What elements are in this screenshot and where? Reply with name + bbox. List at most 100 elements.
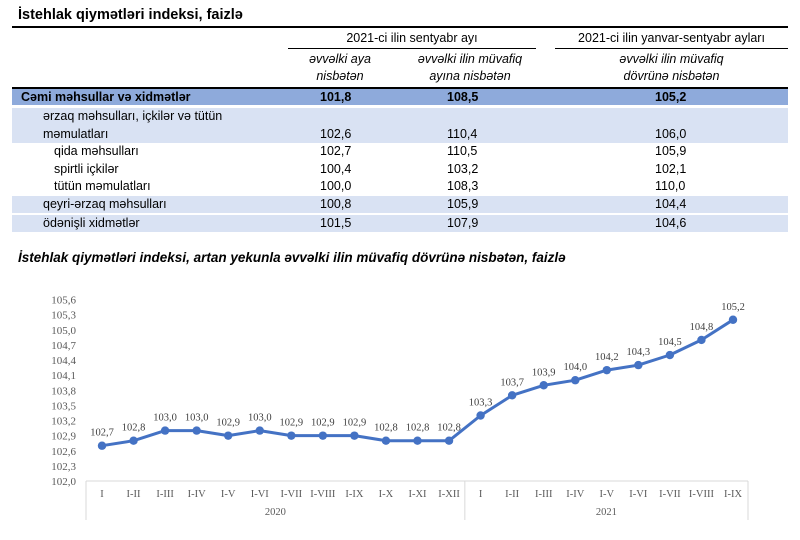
x-tick-label: I-IX [724, 489, 742, 500]
data-point [602, 365, 611, 375]
data-point [507, 391, 517, 400]
data-point [97, 441, 107, 450]
data-point [634, 360, 643, 370]
data-point [129, 436, 138, 445]
data-label: 104,0 [563, 362, 587, 373]
group-rule-jan-sep [555, 48, 788, 49]
series-cpi [97, 315, 738, 450]
cell-value: 106,0 [655, 127, 687, 141]
data-label: 102,9 [216, 418, 240, 429]
cell-value: 105,2 [655, 90, 687, 104]
row-band-nonfood [12, 196, 788, 213]
data-point [350, 431, 359, 440]
y-tick-label: 105,6 [51, 295, 76, 307]
y-tick-label: 102,0 [51, 476, 76, 488]
data-label: 102,7 [90, 428, 114, 439]
cell-value: 108,5 [447, 90, 479, 104]
data-point [571, 376, 580, 385]
data-label: 104,3 [627, 347, 651, 358]
row-label-food: ərzaq məhsulları, içkilər və tütün [43, 109, 223, 123]
y-tick-label: 103,5 [51, 400, 76, 412]
x-tick-label: I-XI [408, 489, 427, 500]
data-point [192, 426, 201, 435]
cell-value: 100,0 [320, 179, 352, 193]
data-point [665, 350, 675, 360]
subheader-line: nisbətən [316, 69, 364, 83]
x-group-label: 2020 [265, 507, 286, 518]
group-rule-september [288, 48, 536, 49]
row-band-services [12, 215, 788, 232]
x-tick-label: I-V [600, 489, 615, 500]
cell-value: 108,3 [447, 179, 479, 193]
x-tick-label: I-XII [438, 489, 460, 500]
x-axis-ticks: I I-II I-III I-IV I-V I-VI I-VII I-VIII I-IX I-X I… [100, 489, 742, 500]
y-tick-label: 102,3 [51, 461, 76, 473]
data-labels: 102,7 102,8 103,0 103,0 102,9 103,0 102,9 102,9… [90, 302, 745, 439]
cell-value: 110,4 [447, 127, 478, 141]
data-label: 102,8 [437, 423, 461, 434]
row-label-alcohol: spirtli içkilər [54, 162, 119, 176]
cell-value: 105,9 [447, 197, 479, 211]
cell-value: 110,5 [447, 144, 478, 158]
x-tick-label: I-VIII [310, 489, 336, 500]
x-tick-label: I-IV [188, 489, 206, 500]
data-label: 102,8 [406, 423, 430, 434]
x-tick-label: I-V [221, 489, 236, 500]
subheader-prev-year-period: əvvəlki ilin müvafiq dövrünə nisbətən [555, 51, 788, 85]
cell-value: 100,8 [320, 197, 352, 211]
row-label-total: Cəmi məhsullar və xidmətlər [21, 90, 191, 104]
data-label: 103,7 [500, 377, 524, 388]
x-axis-frame [85, 480, 749, 520]
cell-value: 102,7 [320, 144, 352, 158]
data-point [444, 436, 454, 445]
x-tick-label: I-II [505, 489, 519, 500]
data-point [476, 411, 485, 420]
data-point [728, 315, 738, 324]
cell-value: 101,5 [320, 216, 352, 230]
data-point [539, 381, 548, 390]
table-top-rule [12, 26, 788, 28]
x-tick-label: I-VI [629, 489, 648, 500]
row-band-total [12, 89, 788, 105]
data-point [255, 426, 264, 435]
row-label-services: ödənişli xidmətlər [43, 216, 140, 230]
x-tick-label: I-X [379, 489, 394, 500]
x-tick-label: I-IX [345, 489, 363, 500]
data-label: 104,2 [595, 352, 619, 363]
x-tick-label: I-II [127, 489, 141, 500]
x-tick-label: I-VIII [689, 489, 715, 500]
data-point [224, 431, 233, 440]
data-point [697, 335, 706, 345]
data-point [160, 426, 170, 435]
row-label-tobacco: tütün məmulatları [54, 179, 151, 193]
y-tick-label: 103,2 [51, 416, 76, 428]
data-label: 104,5 [658, 337, 682, 348]
x-tick-label: I [100, 489, 104, 500]
data-label: 103,0 [153, 413, 177, 424]
subheader-line: əvvəlki aya [309, 52, 371, 66]
subheader-prev-month: əvvəlki aya nisbətən [290, 51, 390, 85]
cell-value: 110,0 [655, 179, 686, 193]
subheader-line: ayına nisbətən [429, 69, 511, 83]
data-label: 103,0 [185, 413, 209, 424]
cell-value: 102,6 [320, 127, 352, 141]
data-label: 102,9 [311, 418, 335, 429]
subheader-prev-year-month: əvvəlki ilin müvafiq ayına nisbətən [395, 51, 545, 85]
group-header-jan-sep: 2021-ci ilin yanvar-sentyabr ayları [578, 31, 765, 45]
y-tick-label: 102,6 [51, 446, 76, 458]
row-label-foodstuff: qida məhsulları [54, 144, 139, 158]
data-label: 102,9 [343, 418, 367, 429]
cell-value: 104,6 [655, 216, 687, 230]
y-tick-label: 102,9 [51, 431, 76, 443]
cell-value: 105,9 [655, 144, 687, 158]
x-tick-label: I-VII [659, 489, 681, 500]
y-tick-label: 103,8 [51, 385, 76, 397]
x-group-label: 2021 [596, 507, 617, 518]
x-axis-groups: 2020 2021 [265, 507, 617, 518]
x-tick-label: I-III [535, 489, 553, 500]
y-tick-label: 105,0 [51, 325, 76, 337]
y-tick-label: 104,7 [51, 340, 76, 352]
data-label: 102,8 [374, 423, 398, 434]
chart-title: İstehlak qiymətləri indeksi, artan yekun… [18, 250, 566, 265]
cell-value: 101,8 [320, 90, 352, 104]
